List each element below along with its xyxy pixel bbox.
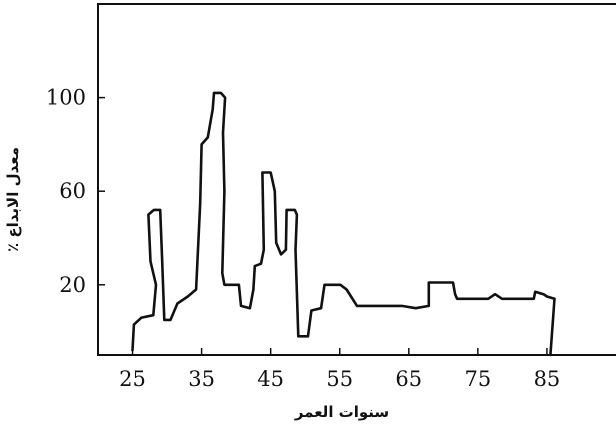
y-tick-label: 60	[59, 179, 86, 203]
y-axis-title: معدل الابداع ٪	[4, 147, 22, 252]
x-tick-label: 65	[395, 367, 422, 391]
x-axis-title: سنوات العمر	[294, 403, 389, 421]
x-tick-label: 25	[119, 367, 146, 391]
x-tick-label: 35	[188, 367, 215, 391]
x-tick-label: 85	[534, 367, 561, 391]
x-tick-label: 75	[464, 367, 491, 391]
plot-frame	[97, 3, 616, 356]
y-axis: 20 60 100	[46, 86, 105, 297]
x-tick-label: 55	[326, 367, 353, 391]
series-line	[131, 91, 556, 357]
x-tick-label: 45	[257, 367, 284, 391]
series-group	[131, 91, 556, 357]
y-tick-label: 100	[46, 86, 86, 110]
x-axis: 25 35 45 55 65 75 85	[119, 348, 560, 391]
y-tick-label: 20	[59, 273, 86, 297]
